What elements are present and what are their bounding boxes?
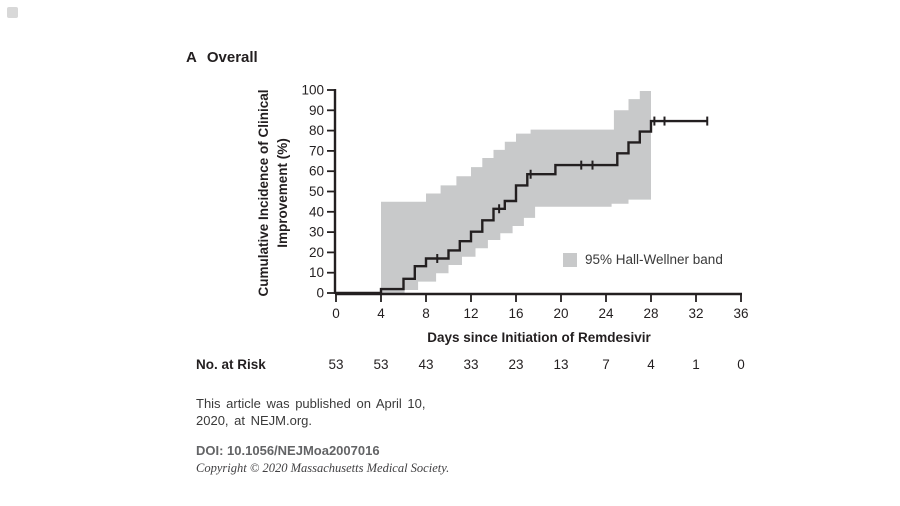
chart-legend: 95% Hall-Wellner band: [563, 252, 723, 267]
x-tick-label: 4: [377, 306, 385, 321]
risk-value-day-12: 33: [463, 357, 479, 372]
y-tick-label: 90: [309, 103, 324, 118]
risk-table-label: No. at Risk: [196, 357, 266, 372]
cumulative-incidence-curve: [336, 119, 708, 295]
panel-title: A Overall: [186, 49, 258, 66]
y-tick-label: 50: [309, 184, 324, 199]
x-tick-label: 20: [553, 306, 568, 321]
x-tick-label: 0: [332, 306, 340, 321]
x-tick-label: 16: [508, 306, 523, 321]
y-tick-label: 60: [309, 164, 324, 179]
band-legend-swatch: [563, 252, 577, 267]
y-tick-label: 0: [316, 286, 324, 301]
y-tick-label: 30: [309, 225, 324, 240]
corner-artifact: [7, 7, 18, 18]
copyright-text: Copyright © 2020 Massachusetts Medical S…: [196, 461, 450, 475]
x-tick-label: 24: [598, 306, 614, 321]
risk-table-values: 53 53 43 33 23 13 7 4 1 0: [0, 357, 900, 375]
publication-note-line2: 2020, at NEJM.org.: [196, 413, 312, 428]
panel-title-text: Overall: [206, 49, 258, 66]
x-tick-label: 12: [463, 306, 478, 321]
doi-text: DOI: 10.1056/NEJMoa2007016: [196, 443, 380, 458]
publication-note-line1: This article was published on April 10,: [196, 396, 426, 411]
risk-value-day-8: 43: [418, 357, 434, 372]
band-legend-label: 95% Hall-Wellner band: [585, 252, 723, 267]
panel-letter: A: [186, 49, 197, 66]
y-tick-label: 100: [301, 83, 324, 98]
y-tick-label: 80: [309, 123, 324, 138]
risk-value-day-28: 4: [647, 357, 655, 372]
risk-value-day-36: 0: [737, 357, 745, 372]
x-tick-label: 32: [688, 306, 703, 321]
y-tick-label: 20: [309, 245, 324, 260]
publication-note: This article was published on April 10, …: [196, 395, 428, 429]
y-tick-label: 40: [309, 204, 324, 219]
y-tick-label: 70: [309, 143, 324, 158]
risk-value-day-20: 13: [553, 357, 569, 372]
risk-value-day-32: 1: [692, 357, 700, 372]
risk-value-day-4: 53: [373, 357, 389, 372]
risk-value-day-24: 7: [602, 357, 610, 372]
x-tick-label: 28: [643, 306, 658, 321]
risk-value-day-16: 23: [508, 357, 524, 372]
x-tick-label: 36: [733, 306, 748, 321]
risk-value-day-0: 53: [328, 357, 344, 372]
x-tick-label: 8: [422, 306, 430, 321]
y-tick-label: 10: [309, 265, 324, 280]
x-axis-title: Days since Initiation of Remdesivir: [427, 330, 651, 345]
